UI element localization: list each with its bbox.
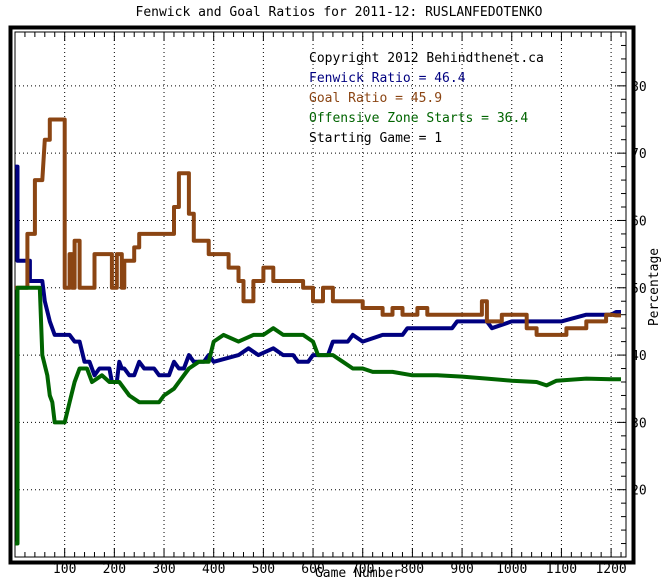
plot-area [14, 31, 627, 558]
y-tick-label: 60 [631, 214, 647, 229]
y-tick-label: 40 [631, 349, 647, 364]
legend: Copyright 2012 Behindthenet.ca Fenwick R… [309, 51, 544, 146]
x-tick-label: 800 [401, 562, 424, 577]
y-axis-label: Percentage [647, 248, 662, 326]
x-tick-label: 200 [103, 562, 126, 577]
x-tick-label: 1000 [496, 562, 527, 577]
legend-goal-ratio: Goal Ratio = 45.9 [309, 91, 442, 106]
chart-title: Fenwick and Goal Ratios for 2011-12: RUS… [136, 5, 543, 20]
x-tick-label: 700 [351, 562, 374, 577]
y-tick-labels: 20 30 40 50 60 70 80 [631, 80, 647, 499]
x-tick-label: 500 [252, 562, 275, 577]
x-axis-label: Game Number [315, 566, 401, 580]
y-tick-label: 80 [631, 80, 647, 95]
legend-starting-game: Starting Game = 1 [309, 131, 442, 146]
copyright-note: Copyright 2012 Behindthenet.ca [309, 51, 544, 66]
y-tick-label: 20 [631, 484, 647, 499]
x-tick-label: 300 [152, 562, 175, 577]
series-lines [15, 117, 621, 546]
axis-ticks [24, 31, 626, 557]
outer-frame [8, 25, 636, 565]
x-tick-labels: 100 200 300 400 500 600 700 800 900 1000 1100 1200 [53, 562, 627, 577]
y-tick-label: 50 [631, 282, 647, 297]
x-tick-label: 600 [301, 562, 324, 577]
x-tick-label: 900 [450, 562, 473, 577]
x-tick-label: 1200 [595, 562, 626, 577]
x-tick-label: 100 [53, 562, 76, 577]
legend-fenwick-ratio: Fenwick Ratio = 46.4 [309, 71, 466, 86]
series-line-offensive-zone-starts [15, 285, 621, 546]
series-line-goal-ratio [15, 117, 621, 337]
legend-offensive-zone-starts: Offensive Zone Starts = 36.4 [309, 111, 528, 126]
x-tick-label: 400 [202, 562, 225, 577]
x-tick-label: 1100 [546, 562, 577, 577]
y-tick-label: 30 [631, 416, 647, 431]
y-tick-label: 70 [631, 147, 647, 162]
series-line-fenwick-ratio [15, 164, 621, 384]
